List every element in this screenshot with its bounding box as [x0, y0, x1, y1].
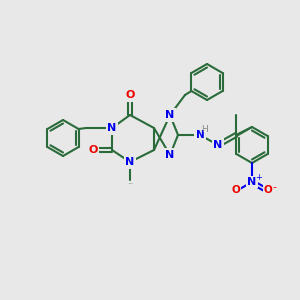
Text: -: -: [272, 182, 276, 192]
Text: N: N: [196, 130, 204, 140]
Text: +: +: [256, 172, 262, 182]
Text: N: N: [165, 150, 175, 160]
Text: O: O: [125, 90, 135, 100]
Text: N: N: [165, 110, 175, 120]
Text: O: O: [88, 145, 98, 155]
Text: O: O: [264, 185, 272, 195]
Text: N: N: [125, 157, 135, 167]
Text: N: N: [107, 123, 117, 133]
Text: N: N: [213, 140, 223, 150]
Text: methyl: methyl: [129, 182, 134, 184]
Text: H: H: [202, 124, 208, 134]
Text: O: O: [232, 185, 240, 195]
Text: N: N: [248, 177, 256, 187]
